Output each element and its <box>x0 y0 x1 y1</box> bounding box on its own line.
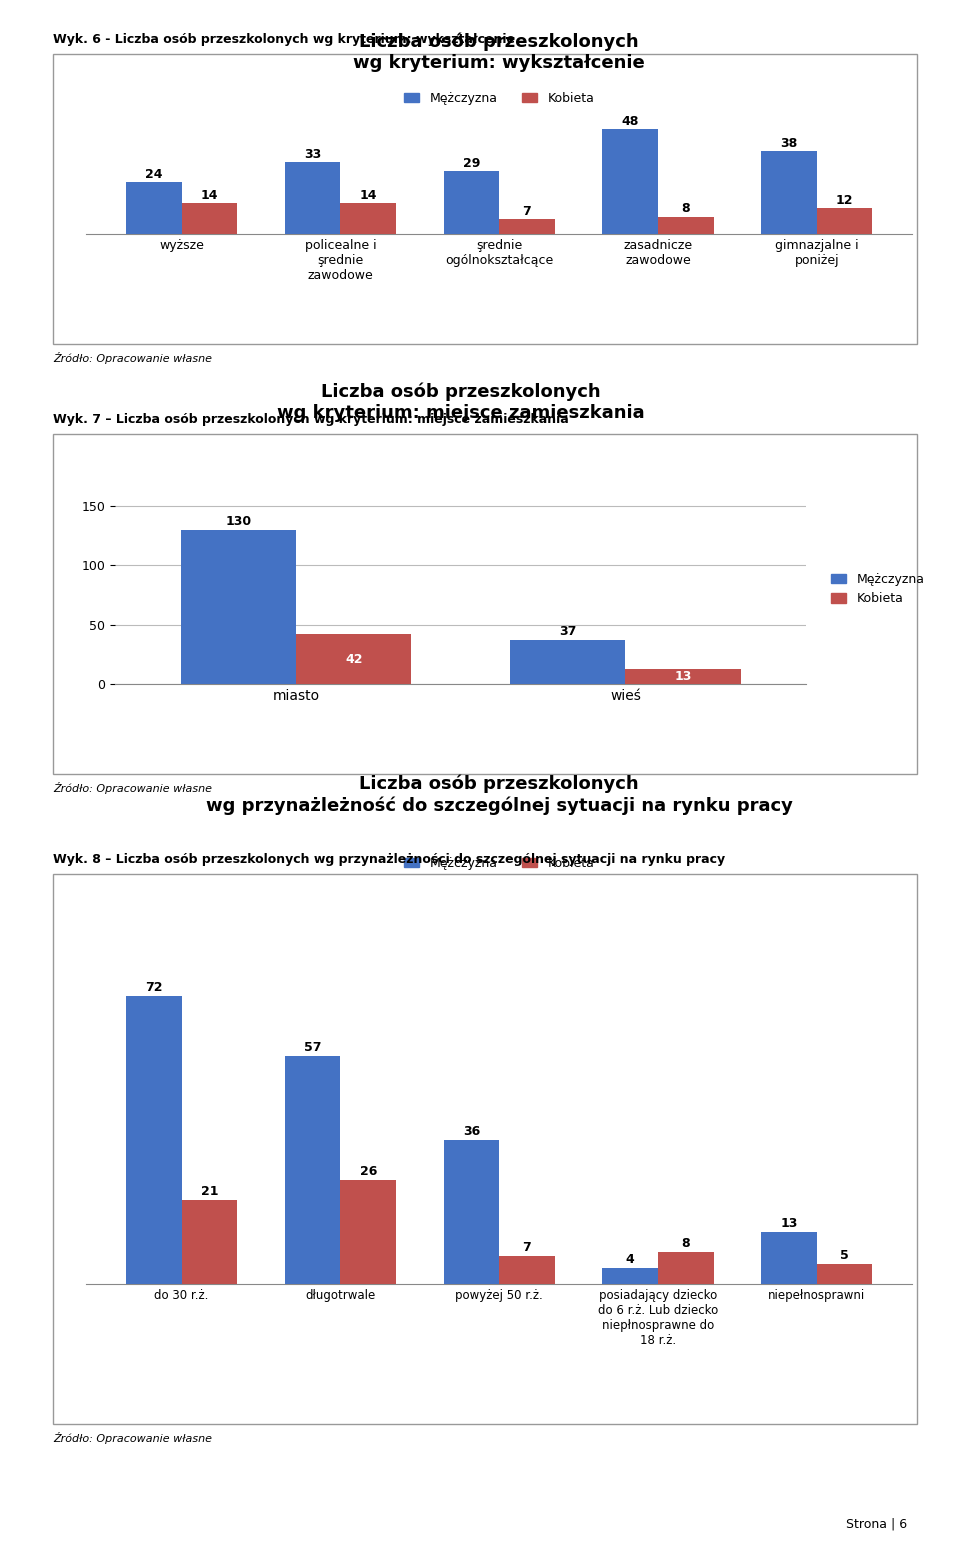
Bar <box>297 635 412 684</box>
Text: 33: 33 <box>304 148 322 161</box>
Text: 36: 36 <box>463 1126 480 1138</box>
Text: Liczba osób przeszkolonych
wg kryterium: wykształcenie: Liczba osób przeszkolonych wg kryterium:… <box>353 33 645 72</box>
Text: 72: 72 <box>145 981 162 995</box>
Bar <box>603 129 658 234</box>
Bar <box>625 669 740 684</box>
Text: 21: 21 <box>201 1185 218 1197</box>
Text: 48: 48 <box>621 115 638 128</box>
Text: Wyk. 8 – Liczba osób przeszkolonych wg przynażleżności do szczególnej sytuacji n: Wyk. 8 – Liczba osób przeszkolonych wg p… <box>53 853 725 865</box>
Bar <box>126 996 181 1285</box>
Text: 8: 8 <box>682 203 690 215</box>
Bar <box>126 182 181 234</box>
Text: 13: 13 <box>780 1218 798 1230</box>
Bar <box>341 204 396 234</box>
Bar <box>817 1264 873 1285</box>
Text: 24: 24 <box>145 167 162 181</box>
Bar <box>658 217 713 234</box>
Text: Wyk. 6 - Liczba osób przeszkolonych wg kryterium: wykształcenie: Wyk. 6 - Liczba osób przeszkolonych wg k… <box>53 33 515 47</box>
Bar <box>761 1232 817 1285</box>
Text: Strona | 6: Strona | 6 <box>846 1518 907 1531</box>
Bar <box>285 162 341 234</box>
Text: 26: 26 <box>360 1165 377 1179</box>
Text: 14: 14 <box>201 189 218 203</box>
Bar <box>181 204 237 234</box>
Text: 38: 38 <box>780 137 798 150</box>
Bar <box>510 641 625 684</box>
Text: 42: 42 <box>345 653 363 666</box>
Bar <box>603 1267 658 1285</box>
Bar <box>341 1180 396 1285</box>
Text: 13: 13 <box>674 670 691 683</box>
Bar <box>817 207 873 234</box>
Bar <box>658 1252 713 1285</box>
Legend: Mężczyzna, Kobieta: Mężczyzna, Kobieta <box>399 87 599 109</box>
Bar <box>761 151 817 234</box>
Text: 130: 130 <box>226 514 252 529</box>
Bar <box>285 1055 341 1285</box>
Text: 12: 12 <box>836 193 853 207</box>
Text: 7: 7 <box>522 1241 531 1253</box>
Bar <box>181 530 297 684</box>
Text: Źródło: Opracowanie własne: Źródło: Opracowanie własne <box>53 1433 212 1444</box>
Bar <box>499 1257 555 1285</box>
Legend: Mężczyzna, Kobieta: Mężczyzna, Kobieta <box>827 567 929 610</box>
Text: Liczba osób przeszkolonych
wg przynażleżność do szczególnej sytuacji na rynku pr: Liczba osób przeszkolonych wg przynażleż… <box>205 775 793 815</box>
Text: Źródło: Opracowanie własne: Źródło: Opracowanie własne <box>53 352 212 363</box>
Text: 14: 14 <box>359 189 377 203</box>
Text: Liczba osób przeszkolonych
wg kryterium: miejsce zamieszkania: Liczba osób przeszkolonych wg kryterium:… <box>277 382 644 422</box>
Text: Źródło: Opracowanie własne: Źródło: Opracowanie własne <box>53 783 212 794</box>
Text: Wyk. 7 – Liczba osób przeszkolonych wg kryterium: miejsce zamieszkania: Wyk. 7 – Liczba osób przeszkolonych wg k… <box>53 413 568 426</box>
Text: 5: 5 <box>840 1249 849 1261</box>
Bar <box>499 218 555 234</box>
Bar <box>181 1200 237 1285</box>
Text: 4: 4 <box>626 1253 635 1266</box>
Text: 57: 57 <box>304 1041 322 1054</box>
Text: 37: 37 <box>559 625 576 638</box>
Text: 29: 29 <box>463 156 480 170</box>
Legend: Mężczyzna, Kobieta: Mężczyzna, Kobieta <box>399 851 599 875</box>
Text: 7: 7 <box>522 204 531 218</box>
Bar <box>444 171 499 234</box>
Bar <box>444 1140 499 1285</box>
Text: 8: 8 <box>682 1236 690 1250</box>
